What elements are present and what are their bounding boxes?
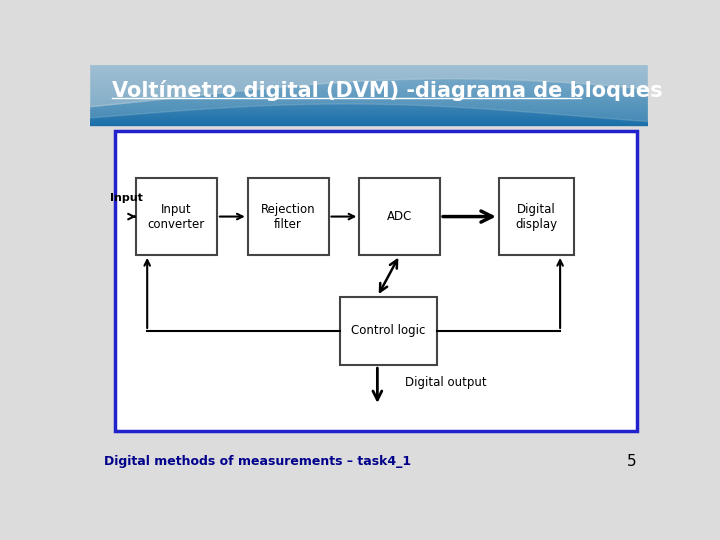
Polygon shape (90, 86, 648, 87)
Polygon shape (90, 114, 648, 116)
Polygon shape (90, 113, 648, 114)
Text: Digital methods of measurements – task4_1: Digital methods of measurements – task4_… (104, 455, 411, 468)
Bar (136, 178, 217, 255)
Polygon shape (90, 95, 648, 96)
Text: Digital
display: Digital display (516, 202, 557, 231)
Bar (115, 131, 637, 431)
Text: Input
converter: Input converter (148, 202, 205, 231)
Bar (340, 296, 437, 365)
Polygon shape (90, 71, 648, 72)
Polygon shape (90, 85, 648, 86)
Polygon shape (90, 74, 648, 75)
Text: Rejection
filter: Rejection filter (261, 202, 315, 231)
Text: Voltímetro digital (DVM) -diagrama de bloques: Voltímetro digital (DVM) -diagrama de bl… (112, 79, 663, 100)
Polygon shape (90, 122, 648, 123)
Polygon shape (90, 118, 648, 119)
Polygon shape (90, 79, 648, 122)
Polygon shape (90, 117, 648, 118)
Polygon shape (90, 67, 648, 68)
Polygon shape (90, 87, 648, 88)
Polygon shape (90, 124, 648, 125)
Polygon shape (90, 120, 648, 122)
Polygon shape (90, 105, 648, 106)
Polygon shape (90, 106, 648, 107)
Polygon shape (90, 89, 648, 90)
Polygon shape (90, 91, 648, 92)
Polygon shape (90, 80, 648, 82)
Polygon shape (90, 69, 648, 70)
Polygon shape (90, 65, 648, 66)
Polygon shape (90, 78, 648, 79)
Polygon shape (90, 97, 648, 98)
Bar (359, 178, 440, 255)
Polygon shape (90, 88, 648, 89)
Polygon shape (90, 70, 648, 71)
Polygon shape (90, 109, 648, 110)
Polygon shape (90, 79, 648, 80)
Polygon shape (90, 100, 648, 101)
Polygon shape (90, 84, 648, 85)
Text: ADC: ADC (387, 210, 413, 223)
Polygon shape (90, 76, 648, 77)
Polygon shape (90, 102, 648, 103)
Bar (248, 178, 328, 255)
Polygon shape (90, 101, 648, 102)
Polygon shape (90, 104, 648, 105)
Polygon shape (90, 90, 648, 91)
Polygon shape (90, 68, 648, 69)
Polygon shape (90, 112, 648, 113)
Polygon shape (90, 73, 648, 74)
Polygon shape (90, 99, 648, 100)
Bar (499, 178, 574, 255)
Polygon shape (90, 94, 648, 95)
Text: Digital output: Digital output (405, 376, 487, 389)
Polygon shape (90, 66, 648, 67)
Polygon shape (90, 92, 648, 93)
Text: 5: 5 (626, 454, 636, 469)
Polygon shape (90, 98, 648, 99)
Polygon shape (90, 72, 648, 73)
Polygon shape (90, 77, 648, 78)
Polygon shape (90, 75, 648, 76)
Polygon shape (90, 108, 648, 109)
Polygon shape (90, 83, 648, 84)
Text: Input: Input (110, 193, 143, 203)
Polygon shape (90, 65, 648, 107)
Polygon shape (90, 123, 648, 124)
Polygon shape (90, 82, 648, 83)
Polygon shape (90, 111, 648, 112)
Polygon shape (90, 107, 648, 108)
Polygon shape (90, 110, 648, 111)
Polygon shape (90, 103, 648, 104)
Polygon shape (90, 96, 648, 97)
Polygon shape (90, 119, 648, 120)
Text: Control logic: Control logic (351, 325, 426, 338)
Polygon shape (90, 116, 648, 117)
Polygon shape (90, 93, 648, 94)
